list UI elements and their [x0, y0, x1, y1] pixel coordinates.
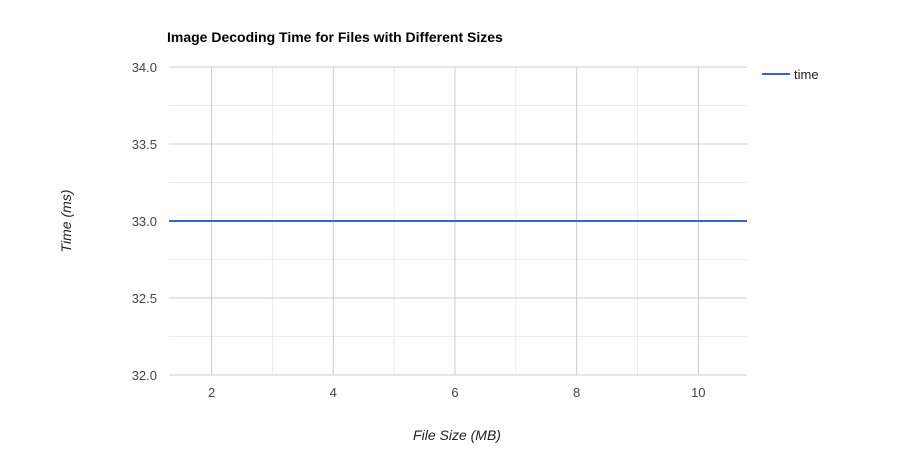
y-tick-label: 32.5 — [132, 291, 157, 306]
y-axis-title: Time (ms) — [58, 190, 74, 253]
chart-title: Image Decoding Time for Files with Diffe… — [167, 29, 503, 45]
x-tick-label: 2 — [208, 385, 215, 400]
y-tick-label: 33.0 — [132, 214, 157, 229]
y-tick-label: 32.0 — [132, 368, 157, 383]
legend[interactable]: time — [762, 67, 819, 82]
x-tick-label: 10 — [691, 385, 705, 400]
x-tick-label: 8 — [573, 385, 580, 400]
x-axis-title: File Size (MB) — [413, 427, 501, 443]
y-tick-label: 33.5 — [132, 137, 157, 152]
legend-label: time — [794, 67, 819, 82]
x-tick-label: 6 — [451, 385, 458, 400]
y-tick-label: 34.0 — [132, 60, 157, 75]
x-tick-label: 4 — [330, 385, 337, 400]
x-axis-ticks: 2 4 6 8 10 — [208, 385, 706, 400]
y-axis-ticks: 32.0 32.5 33.0 33.5 34.0 — [132, 60, 157, 383]
